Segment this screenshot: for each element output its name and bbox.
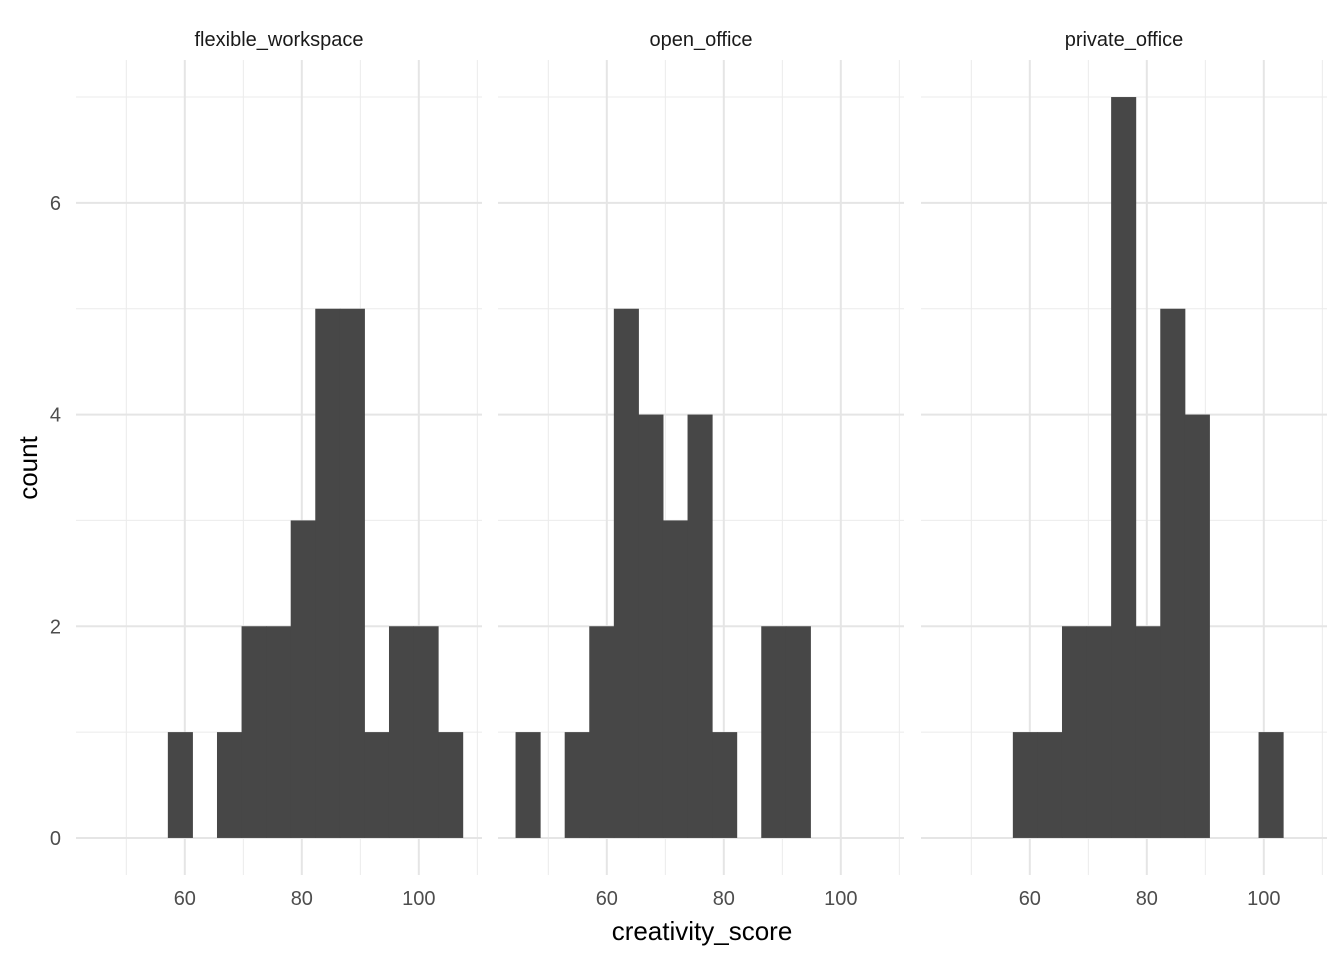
facet-strip-label: flexible_workspace: [195, 29, 364, 51]
histogram-bar: [1086, 626, 1112, 838]
x-tick-label: 60: [596, 888, 618, 910]
histogram-bar: [1184, 414, 1210, 838]
x-tick-label: 80: [713, 888, 735, 910]
x-tick-label: 100: [824, 888, 857, 910]
histogram-bar: [1037, 732, 1063, 838]
y-axis-label: count: [13, 435, 43, 499]
x-tick-label: 60: [1019, 888, 1041, 910]
x-tick-label: 100: [402, 888, 435, 910]
histogram-bar: [687, 414, 713, 838]
histogram-bar: [1061, 626, 1088, 838]
histogram-bar: [1258, 732, 1284, 838]
histogram-bar: [564, 732, 590, 838]
histogram-bar: [515, 732, 541, 838]
histogram-bar: [364, 732, 390, 838]
y-tick-label: 6: [50, 193, 61, 215]
histogram-bar: [290, 520, 316, 838]
y-tick-label: 0: [50, 828, 61, 850]
histogram-bar: [167, 732, 193, 838]
histogram-bar: [216, 732, 243, 838]
x-tick-label: 100: [1247, 888, 1280, 910]
facet-strip-label: private_office: [1065, 29, 1184, 51]
histogram-bar: [785, 626, 811, 838]
histogram-bar: [712, 732, 738, 838]
histogram-bar: [438, 732, 464, 838]
histogram-bar: [1012, 732, 1038, 838]
y-tick-label: 2: [50, 616, 61, 638]
histogram-bar: [1135, 626, 1161, 838]
histogram-bar: [315, 308, 341, 838]
histogram-bar: [662, 520, 689, 838]
histogram-bar: [589, 626, 615, 838]
histogram-bar: [241, 626, 267, 838]
x-tick-label: 80: [1136, 888, 1158, 910]
x-axis-label: creativity_score: [612, 916, 793, 946]
x-tick-label: 60: [174, 888, 196, 910]
histogram-bar: [388, 626, 415, 838]
histogram-bar: [1160, 308, 1186, 838]
histogram-bar: [339, 308, 365, 838]
histogram-bar: [413, 626, 439, 838]
histogram-bar: [1111, 97, 1137, 838]
x-tick-label: 80: [291, 888, 313, 910]
y-tick-label: 4: [50, 405, 61, 427]
histogram-bar: [266, 626, 292, 838]
histogram-bar: [638, 414, 664, 838]
facet-strip-label: open_office: [649, 29, 752, 51]
histogram-bar: [613, 308, 639, 838]
histogram-bar: [761, 626, 787, 838]
